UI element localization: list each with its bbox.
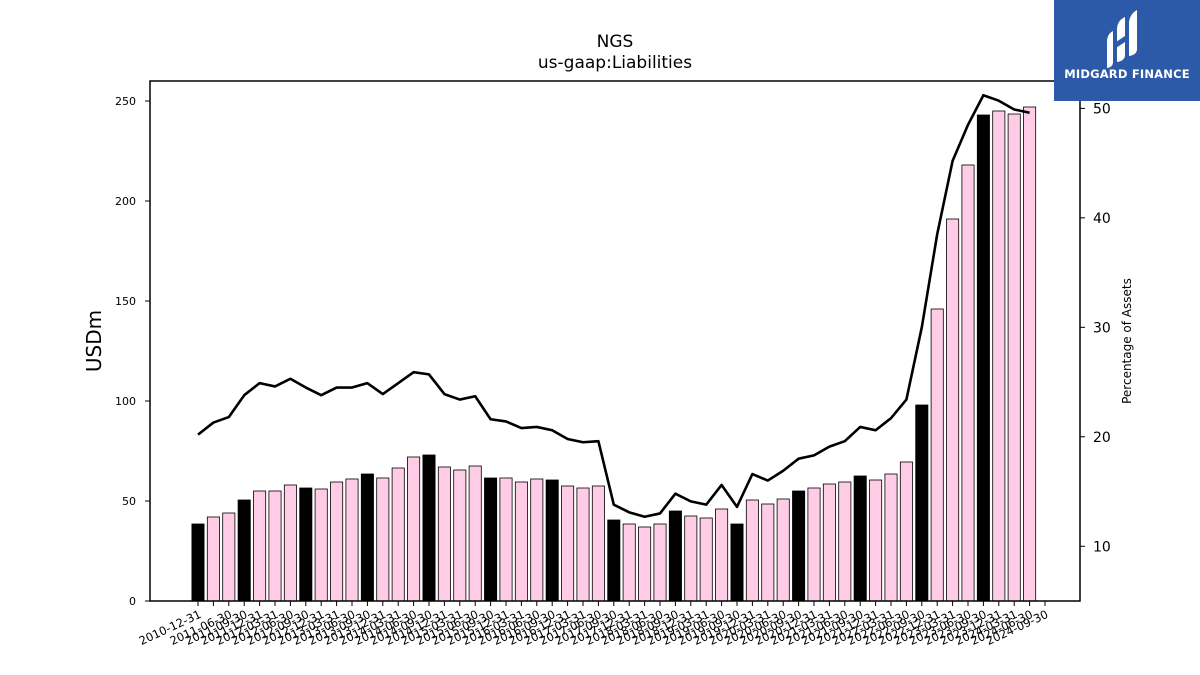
y-tick-label: 200	[115, 195, 136, 208]
bar	[422, 454, 436, 602]
bar	[884, 473, 898, 602]
bar	[268, 490, 282, 602]
percentage-line	[197, 93, 1030, 519]
line-group	[197, 93, 1030, 519]
x-axis: 2010-12-312011-06-302011-09-302011-12-31…	[137, 601, 1050, 648]
bar	[530, 478, 544, 602]
bar	[992, 110, 1006, 602]
bar	[330, 481, 344, 602]
y-axis-left: 0 50 100 150 200 250	[115, 95, 150, 608]
bar	[946, 218, 960, 602]
bar	[792, 490, 806, 602]
bar	[360, 473, 374, 602]
bar	[437, 466, 451, 602]
bar	[807, 487, 821, 602]
bar	[591, 485, 605, 602]
bar	[961, 164, 975, 602]
y2-tick-label: 30	[1093, 320, 1111, 336]
bar	[699, 517, 713, 602]
y2-axis-label: Percentage of Assets	[1120, 278, 1134, 404]
bar	[391, 467, 405, 602]
bar	[468, 465, 482, 602]
brand-logo: MIDGARD FINANCE	[1054, 0, 1200, 101]
y-tick-label: 0	[129, 595, 136, 608]
bar	[407, 456, 421, 602]
bar	[376, 477, 390, 602]
bar	[283, 484, 297, 602]
bar-group	[191, 106, 1037, 602]
bar	[222, 512, 236, 602]
bar	[499, 477, 513, 602]
y2-tick-label: 10	[1093, 539, 1111, 555]
bar	[761, 503, 775, 602]
bar	[545, 479, 559, 602]
chart-title: NGS	[596, 32, 634, 52]
bar	[684, 515, 698, 602]
bar	[453, 469, 467, 602]
bar	[484, 477, 498, 602]
bar	[314, 488, 328, 602]
bar	[822, 483, 836, 602]
bar	[915, 404, 929, 602]
y2-tick-label: 20	[1093, 430, 1111, 446]
bar	[869, 479, 883, 602]
bar	[514, 481, 528, 602]
bar	[638, 526, 652, 602]
y-tick-label: 50	[122, 495, 136, 508]
bar	[853, 475, 867, 602]
bar	[838, 481, 852, 602]
y-axis-right: 10 20 30 40 50	[1080, 101, 1111, 555]
bar	[345, 478, 359, 602]
bar	[653, 523, 667, 602]
bar	[976, 114, 990, 602]
y-axis-label: USDm	[82, 310, 106, 372]
y2-tick-label: 50	[1093, 101, 1111, 117]
bar	[253, 490, 267, 602]
y-tick-label: 150	[115, 295, 136, 308]
bar	[668, 510, 682, 602]
bar	[206, 516, 220, 602]
bar	[776, 498, 790, 602]
bar	[730, 523, 744, 602]
y2-tick-label: 40	[1093, 211, 1111, 227]
bar	[622, 523, 636, 602]
bar	[899, 461, 913, 602]
logo-mark-icon	[1107, 10, 1137, 68]
bar	[607, 519, 621, 602]
bar	[745, 499, 759, 602]
logo-text: MIDGARD FINANCE	[1064, 67, 1190, 81]
bar	[930, 308, 944, 602]
bar	[576, 487, 590, 602]
bar	[561, 485, 575, 602]
bar	[1007, 113, 1021, 602]
bar	[299, 487, 313, 602]
bar	[237, 499, 251, 602]
bar	[715, 508, 729, 602]
chart-subtitle: us-gaap:Liabilities	[537, 53, 693, 73]
bar	[191, 523, 205, 602]
y-tick-label: 250	[115, 95, 136, 108]
plot-frame	[149, 80, 1081, 602]
bar	[1023, 106, 1037, 602]
y-tick-label: 100	[115, 395, 136, 408]
